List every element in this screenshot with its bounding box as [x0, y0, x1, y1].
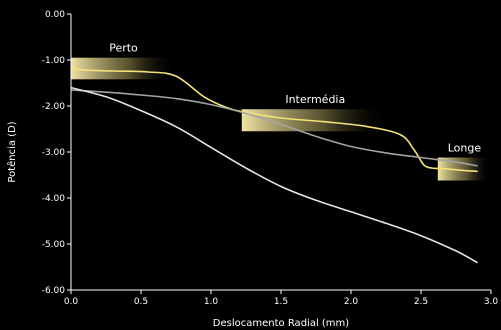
x-tick-label: 0.5 [134, 297, 148, 307]
zone-band [71, 57, 176, 80]
zone-label: Longe [448, 142, 482, 155]
lines-layer [71, 67, 478, 264]
y-tick-label: -2.00 [42, 102, 66, 112]
series-line-2 [71, 89, 478, 167]
y-tick-label: -1.00 [42, 56, 66, 66]
series-line-1 [71, 67, 478, 173]
y-axis-label: Potência (D) [6, 121, 18, 182]
x-tick-label: 1.5 [274, 297, 288, 307]
zone-label: Perto [109, 42, 138, 55]
zone-labels-layer: Perto Intermédia Longe [109, 42, 481, 155]
x-axis-label: Deslocamento Radial (mm) [213, 318, 349, 329]
x-tick-label: 1.0 [204, 297, 219, 307]
x-tick-label: 2.5 [414, 297, 428, 307]
y-tick-label: -5.00 [42, 240, 66, 250]
zones-layer [71, 57, 491, 181]
x-tick-label: 0.0 [64, 297, 79, 307]
y-tick-label: 0.00 [45, 10, 65, 20]
x-tick-label: 3.0 [484, 297, 499, 307]
zone-label: Intermédia [285, 93, 345, 106]
zone-band [437, 157, 491, 181]
axes-layer [70, 14, 491, 291]
y-tick-label: -3.00 [42, 148, 66, 158]
x-tick-label: 2.0 [344, 297, 359, 307]
y-tick-label: -4.00 [42, 194, 66, 204]
series-line-3 [71, 86, 478, 264]
y-tick-label: -6.00 [42, 286, 66, 296]
ticks-layer: 0.00 -1.00 -2.00 -3.00 -4.00 -5.00 -6.000.0 0.5… [42, 10, 499, 307]
